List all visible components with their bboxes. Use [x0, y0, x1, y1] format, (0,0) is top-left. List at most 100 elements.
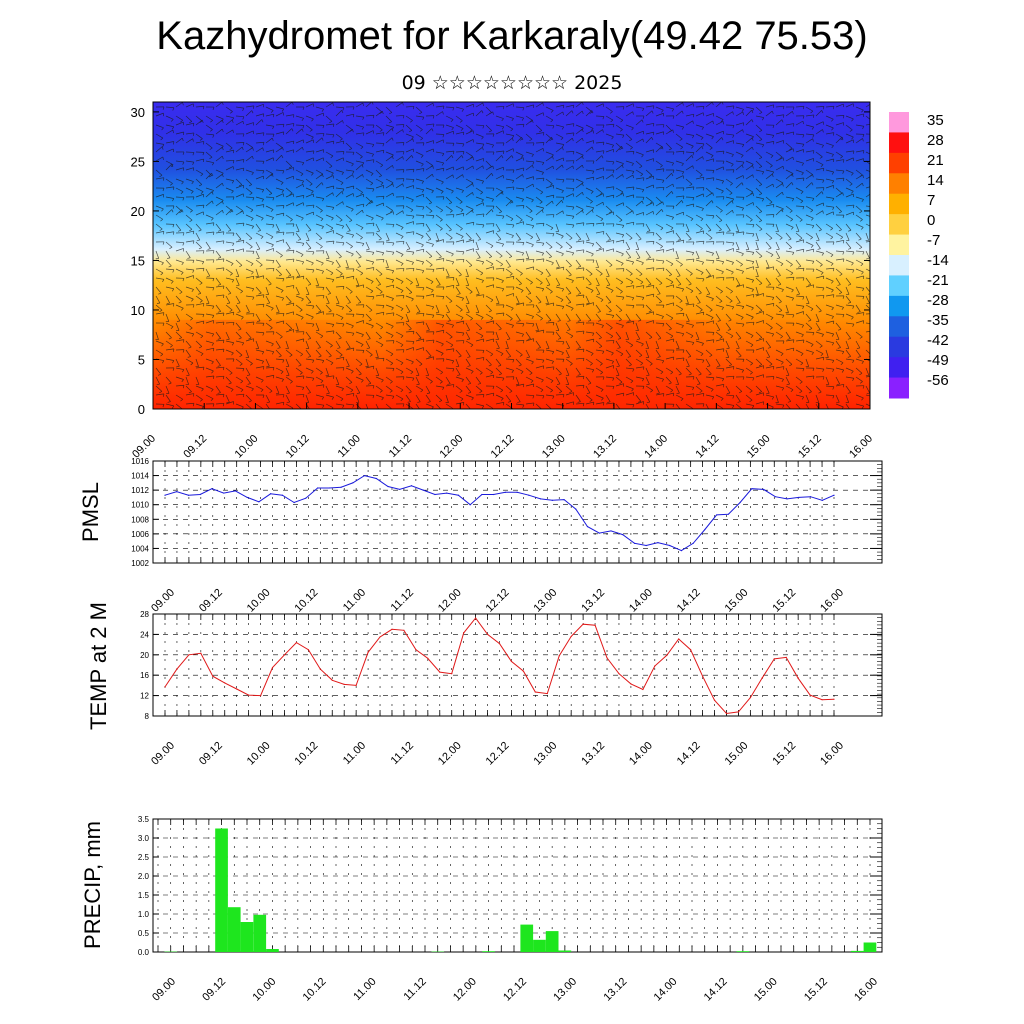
wind-barb: [335, 106, 344, 109]
wind-barb-flag: [182, 102, 184, 106]
wind-barb: [445, 205, 453, 211]
wind-barb: [315, 169, 324, 175]
wind-barb-flag: [426, 392, 430, 394]
wind-barb: [535, 132, 544, 135]
wind-barb-flag: [812, 138, 814, 142]
wind-barb-flag: [372, 296, 375, 300]
wind-barb: [235, 115, 245, 118]
wind-barb-flag: [442, 296, 445, 300]
wind-barb-flag: [362, 116, 365, 120]
wind-barb: [845, 268, 854, 271]
wind-barb: [325, 133, 335, 136]
wind-barb: [535, 258, 544, 261]
wind-barb-flag: [351, 208, 354, 212]
wind-barb: [695, 176, 704, 180]
wind-barb: [645, 304, 652, 312]
wind-barb: [275, 147, 283, 153]
wind-barb-flag: [609, 264, 613, 268]
wind-barb: [405, 376, 414, 379]
wind-barb-flag: [171, 126, 175, 130]
wind-barb-flag: [858, 238, 862, 241]
wind-barb: [325, 151, 334, 157]
wind-barb: [235, 340, 244, 344]
wind-barb: [215, 200, 223, 207]
wind-barb: [365, 313, 372, 321]
wind-barb-flag: [619, 129, 623, 132]
wind-barb-flag: [201, 119, 204, 123]
colorbar-swatch: [889, 173, 909, 195]
wind-barb-flag: [652, 258, 655, 262]
wind-barb-flag: [822, 287, 825, 291]
wind-barb-flag: [511, 370, 514, 373]
wind-barb: [785, 286, 794, 291]
wind-barb: [295, 375, 304, 378]
wind-barb-flag: [750, 191, 754, 195]
wind-barb: [345, 124, 353, 131]
wind-barb-flag: [562, 394, 565, 398]
wind-barb: [465, 295, 470, 304]
wind-barb-flag: [792, 198, 795, 202]
wind-barb-flag: [223, 231, 225, 235]
wind-barb-flag: [301, 261, 305, 265]
wind-barb: [405, 205, 414, 211]
wind-barb: [665, 230, 674, 234]
wind-barb: [565, 277, 574, 281]
wind-barb: [685, 155, 692, 162]
wind-barb: [455, 349, 462, 357]
wind-barb: [765, 331, 774, 335]
wind-barb-flag: [339, 273, 343, 276]
wind-barb-flag: [771, 173, 774, 177]
wind-barb: [595, 222, 604, 225]
wind-barb: [355, 193, 364, 198]
wind-barb: [465, 394, 474, 399]
wind-barb-flag: [231, 352, 234, 356]
wind-barb: [525, 295, 533, 302]
wind-barb-flag: [509, 256, 513, 259]
wind-barb: [575, 191, 583, 198]
x-tick-label: 09.12: [181, 433, 209, 461]
wind-barb: [465, 358, 471, 366]
wind-barb-flag: [212, 259, 215, 263]
wind-barb: [215, 102, 223, 108]
wind-barb: [605, 322, 613, 329]
wind-barb: [395, 277, 404, 282]
wind-barb: [555, 142, 564, 145]
wind-barb-flag: [688, 373, 692, 376]
wind-barb-flag: [662, 323, 665, 327]
wind-barb: [265, 304, 274, 309]
wind-barb: [155, 142, 164, 145]
wind-barb: [355, 331, 364, 335]
wind-barb: [715, 223, 722, 230]
wind-barb-flag: [297, 239, 301, 241]
wind-barb: [525, 277, 533, 283]
wind-barb: [605, 268, 610, 277]
wind-barb-flag: [521, 117, 525, 121]
wind-barb-flag: [847, 302, 851, 304]
wind-barb: [215, 385, 221, 393]
wind-barb-flag: [547, 275, 551, 277]
wind-barb: [645, 223, 651, 232]
wind-barb: [675, 367, 682, 375]
wind-barb: [435, 340, 444, 345]
wind-barb: [785, 376, 790, 385]
wind-barb-flag: [481, 261, 485, 265]
wind-barb: [165, 286, 174, 290]
wind-barb-flag: [282, 205, 285, 209]
wind-barb-flag: [198, 346, 202, 349]
wind-barb-flag: [217, 311, 221, 313]
wind-barb: [315, 133, 325, 135]
wind-barb-flag: [650, 390, 653, 393]
wind-barb-flag: [832, 241, 835, 245]
wind-barb: [295, 295, 304, 300]
wind-barb-flag: [678, 283, 682, 286]
wind-barb-flag: [862, 126, 865, 130]
wind-barb-flag: [250, 218, 254, 221]
wind-barb: [375, 376, 384, 381]
wind-barb: [695, 393, 704, 396]
wind-barb: [745, 403, 754, 406]
wind-barb: [735, 151, 744, 156]
wind-barb: [305, 250, 314, 253]
x-tick-label: 12.00: [437, 433, 465, 461]
wind-barb: [675, 331, 684, 335]
wind-barb: [325, 140, 334, 144]
